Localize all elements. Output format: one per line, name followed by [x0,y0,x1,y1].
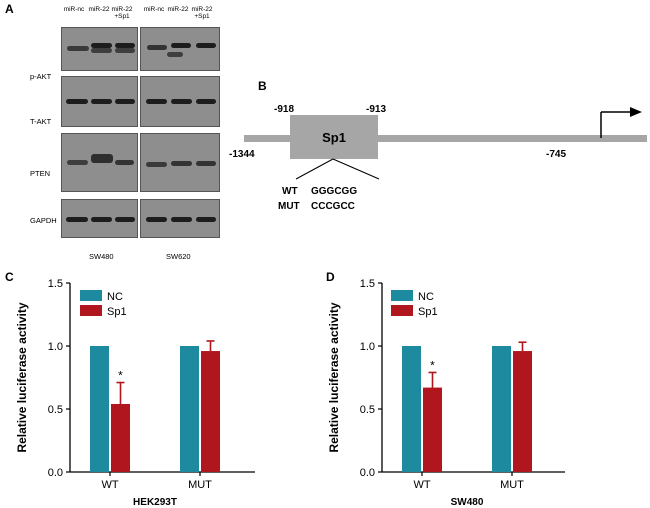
mut-label: MUT [278,201,300,212]
bar-sp1-wt [423,387,442,472]
bar-nc-wt [402,346,421,472]
blot-p-akt-sw620 [140,27,220,71]
wt-sequence: GGGCGG [311,186,357,197]
y-tick-label: 1.5 [360,278,375,290]
panel-d-letter: D [326,270,335,284]
tss-arrowhead [630,107,642,117]
sp1-box-label: Sp1 [322,130,346,145]
panel-a-letter: A [5,2,14,16]
y-tick-label: 1.0 [48,341,63,353]
legend-label-nc: NC [107,291,123,303]
blot-gapdh-sw480 [61,199,138,238]
lane-label: miR-nc [143,6,165,13]
legend-label-sp1: Sp1 [418,306,438,318]
y-tick-label: 1.5 [48,278,63,290]
cell-line-label: SW620 [166,252,191,261]
x-axis-label: SW480 [451,497,484,508]
chart-c: 0.0 0.5 1.0 1.5 Relative luciferase activity… [15,278,255,508]
cell-line-label: SW480 [89,252,114,261]
pos-end: -745 [546,149,566,160]
legend-label-nc: NC [418,291,434,303]
row-label-t-akt: T-AKT [30,117,52,126]
x-tick-label: WT [101,479,118,491]
lane-label: miR-22 [167,6,189,13]
lane-label: miR-22 [88,6,110,13]
wt-label: WT [282,186,298,197]
lane-label: miR-22 +Sp1 [191,6,213,20]
blot-t-akt-sw620 [140,76,220,127]
bar-nc-wt [90,346,109,472]
y-axis-label: Relative luciferase activity [327,302,341,452]
promoter-line [244,135,647,142]
y-tick-label: 0.0 [48,467,63,479]
x-tick-label: MUT [188,479,212,491]
blot-gapdh-sw620 [140,199,220,238]
callout-right [332,158,380,180]
mut-sequence: CCCGCC [311,201,355,212]
y-axis-label: Relative luciferase activity [15,302,29,452]
blot-t-akt-sw480 [61,76,138,127]
promoter-diagram: -918 -913 -1344 -745 Sp1 WT GGGCGG MUT C… [229,104,647,212]
significance-star: * [118,369,123,383]
lane-label: miR-nc [63,6,85,13]
bar-sp1-mut [201,351,220,472]
blot-p-akt-sw480 [61,27,138,71]
pos-start: -1344 [229,149,255,160]
bar-sp1-mut [513,351,532,472]
y-tick-label: 0.0 [360,467,375,479]
row-label-p-akt: p-AKT [30,72,52,81]
pos-box-right: -913 [366,104,386,115]
legend-label-sp1: Sp1 [107,306,127,318]
legend-swatch-sp1 [80,305,102,316]
sp1-site-box [290,115,378,159]
panel-c-letter: C [5,270,14,284]
x-tick-label: WT [413,479,430,491]
blot-pten-sw620 [140,133,220,192]
row-label-pten: PTEN [30,169,51,178]
row-label-gapdh: GAPDH [30,216,57,225]
panel-b-letter: B [258,79,267,93]
blot-pten-sw480 [61,133,138,192]
lane-label: miR-22 +Sp1 [111,6,133,20]
x-tick-label: MUT [500,479,524,491]
callout-left [295,158,334,180]
y-tick-label: 0.5 [48,404,63,416]
bar-nc-mut [492,346,511,472]
legend-swatch-sp1 [391,305,413,316]
pos-box-left: -918 [274,104,294,115]
legend-swatch-nc [391,290,413,301]
significance-star: * [430,358,435,372]
bar-nc-mut [180,346,199,472]
legend-swatch-nc [80,290,102,301]
x-axis-label: HEK293T [133,497,177,508]
y-tick-label: 1.0 [360,341,375,353]
chart-d: 0.0 0.5 1.0 1.5 Relative luciferase activity… [327,278,565,508]
y-tick-label: 0.5 [360,404,375,416]
bar-sp1-wt [111,403,130,472]
